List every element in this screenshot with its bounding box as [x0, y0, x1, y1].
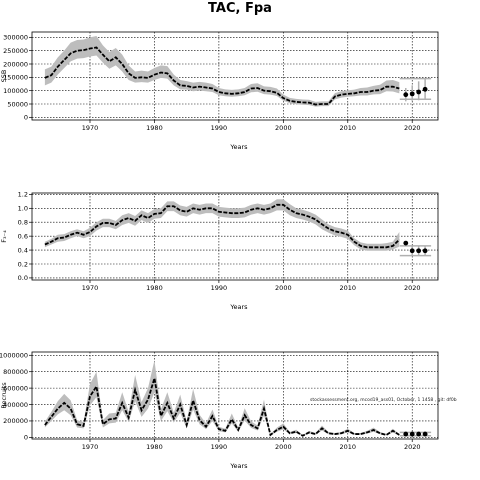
- y-axis-label: Recruits: [0, 382, 8, 409]
- forecast-point: [403, 92, 409, 98]
- plot-frame: [31, 192, 439, 281]
- y-tick-label: 300000: [3, 34, 28, 42]
- plot-frame: [31, 31, 439, 121]
- y-tick-label: 250000: [3, 47, 28, 55]
- y-tick-label: 50000: [7, 100, 28, 108]
- y-tick-label: 1.0: [18, 205, 28, 213]
- forecast-point: [416, 431, 422, 437]
- y-tick-label: 200000: [3, 60, 28, 68]
- figure-title: TAC, Fpa: [208, 1, 272, 16]
- x-tick-label: 1990: [211, 284, 228, 292]
- y-tick-label: 1.2: [18, 191, 28, 199]
- plot-frame: [31, 351, 439, 440]
- x-tick-label: 2000: [275, 124, 292, 132]
- forecast-point: [422, 86, 428, 92]
- confidence-band: [44, 199, 400, 251]
- y-tick-label: 0.2: [18, 260, 28, 268]
- x-tick-label: 1970: [82, 443, 99, 451]
- forecast-point: [403, 431, 409, 437]
- y-tick-label: 0.8: [18, 219, 28, 227]
- forecast-point: [409, 431, 415, 437]
- y-tick-label: 0: [24, 434, 28, 442]
- x-axis-label: Years: [229, 462, 248, 470]
- forecast-point: [403, 240, 409, 246]
- confidence-band: [44, 36, 400, 107]
- x-tick-label: 1990: [211, 443, 228, 451]
- y-tick-label: 800000: [3, 368, 28, 376]
- y-tick-label: 200000: [3, 417, 28, 425]
- forecast-point: [422, 248, 428, 254]
- panel-1: 1970 1980 1990 2000 2010 2020 0 50000 100000 1500…: [0, 31, 439, 151]
- y-axis-label: SSB: [0, 70, 8, 83]
- x-tick-label: 1980: [146, 443, 163, 451]
- x-tick-label: 1970: [82, 284, 99, 292]
- x-tick-label: 2000: [275, 443, 292, 451]
- y-tick-label: 0.6: [18, 232, 28, 240]
- x-tick-label: 2010: [340, 443, 357, 451]
- forecast-point: [409, 91, 415, 97]
- x-tick-label: 2010: [340, 284, 357, 292]
- x-tick-label: 2020: [404, 284, 421, 292]
- y-tick-label: 0.0: [18, 274, 28, 282]
- x-tick-label: 1970: [82, 124, 99, 132]
- y-tick-label: 400000: [3, 401, 28, 409]
- x-tick-label: 1990: [211, 124, 228, 132]
- x-tick-label: 1980: [146, 124, 163, 132]
- forecast-point: [416, 89, 422, 95]
- y-tick-label: 100000: [3, 87, 28, 95]
- panel-3: 1970 1980 1990 2000 2010 2020 0 200000 400000 600…: [0, 351, 439, 470]
- panels: 1970 1980 1990 2000 2010 2020 0 50000 100000 1500…: [0, 31, 457, 470]
- forecast-point: [422, 431, 428, 437]
- y-tick-label: 600000: [3, 384, 28, 392]
- watermark-text: stockassessment.org, mcod19_ass01, Octob…: [310, 397, 457, 403]
- series-line: [44, 378, 400, 437]
- forecast-point: [416, 248, 422, 254]
- x-axis-label: Years: [229, 143, 248, 151]
- y-axis-label: F₃₋₄: [0, 230, 8, 243]
- panel-2: 1970 1980 1990 2000 2010 2020 0.0 0.2 0.4 0.6 0.8 1…: [0, 191, 439, 311]
- x-tick-label: 2020: [404, 443, 421, 451]
- y-tick-label: 0.4: [18, 246, 28, 254]
- x-tick-label: 1980: [146, 284, 163, 292]
- x-tick-label: 2020: [404, 124, 421, 132]
- series-line: [44, 46, 400, 106]
- x-tick-label: 2000: [275, 284, 292, 292]
- y-tick-label: 150000: [3, 74, 28, 82]
- x-tick-label: 2010: [340, 124, 357, 132]
- x-axis-label: Years: [229, 303, 248, 311]
- y-tick-label: 1000000: [0, 352, 28, 360]
- y-tick-label: 0: [24, 114, 28, 122]
- forecast-point: [409, 248, 415, 254]
